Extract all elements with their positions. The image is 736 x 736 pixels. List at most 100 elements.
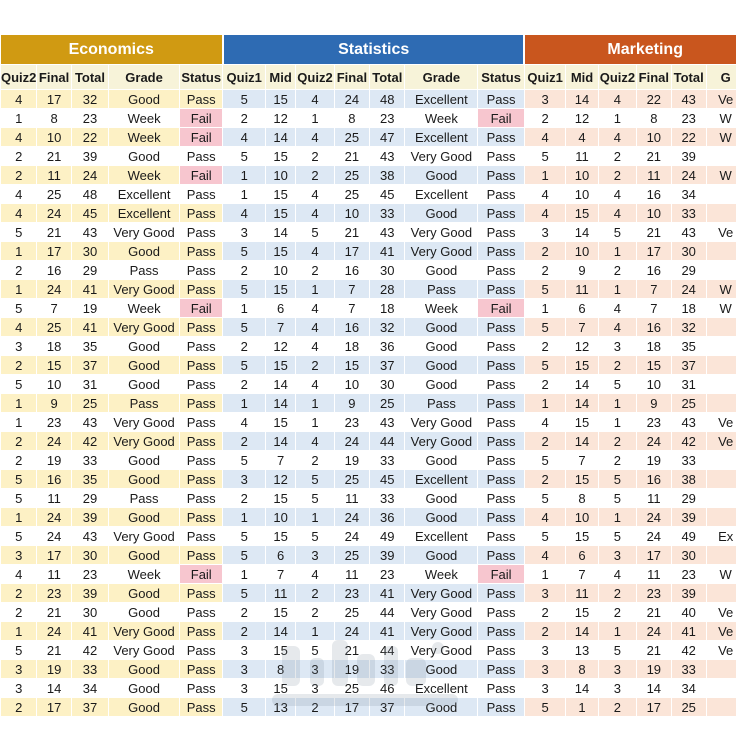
mkt-cell[interactable]: 2 bbox=[597, 355, 638, 375]
stat-cell[interactable]: 2 bbox=[222, 260, 266, 280]
econ-cell[interactable]: Pass bbox=[108, 260, 180, 280]
stat-cell[interactable]: 15 bbox=[264, 184, 297, 204]
stat-cell[interactable]: 24 bbox=[333, 621, 371, 641]
stat-cell[interactable]: 3 bbox=[222, 222, 266, 242]
stat-cell[interactable]: 5 bbox=[295, 640, 335, 660]
mkt-cell[interactable]: Ve bbox=[705, 431, 736, 451]
econ-cell[interactable]: 43 bbox=[70, 526, 110, 546]
mkt-cell[interactable]: 5 bbox=[523, 697, 567, 717]
stat-cell[interactable]: 10 bbox=[333, 374, 371, 394]
stat-col-header-quiz2[interactable]: Quiz2 bbox=[295, 64, 335, 90]
stat-cell[interactable]: 5 bbox=[222, 146, 266, 166]
econ-cell[interactable]: 24 bbox=[36, 279, 72, 299]
mkt-cell[interactable]: 3 bbox=[523, 678, 567, 698]
stat-cell[interactable]: Pass bbox=[477, 203, 525, 223]
stat-cell[interactable]: 14 bbox=[264, 127, 297, 147]
econ-cell[interactable]: 30 bbox=[70, 545, 110, 565]
stat-cell[interactable]: 6 bbox=[264, 545, 297, 565]
mkt-cell[interactable]: 40 bbox=[670, 602, 707, 622]
econ-cell[interactable]: Pass bbox=[178, 678, 224, 698]
econ-cell[interactable]: 37 bbox=[70, 355, 110, 375]
mkt-cell[interactable]: 5 bbox=[597, 488, 638, 508]
econ-cell[interactable]: 21 bbox=[36, 146, 72, 166]
econ-cell[interactable]: 10 bbox=[36, 127, 72, 147]
stat-cell[interactable]: 19 bbox=[333, 659, 371, 679]
stat-cell[interactable]: 2 bbox=[295, 146, 335, 166]
stat-cell[interactable]: Pass bbox=[477, 697, 525, 717]
mkt-cell[interactable]: 5 bbox=[523, 355, 567, 375]
mkt-cell[interactable]: 14 bbox=[565, 89, 599, 109]
mkt-cell[interactable]: 13 bbox=[565, 640, 599, 660]
stat-cell[interactable]: Good bbox=[404, 545, 479, 565]
stat-cell[interactable]: Pass bbox=[477, 317, 525, 337]
econ-cell[interactable]: 34 bbox=[70, 678, 110, 698]
mkt-cell[interactable]: 49 bbox=[670, 526, 707, 546]
mkt-cell[interactable]: 5 bbox=[523, 450, 567, 470]
econ-cell[interactable]: 4 bbox=[0, 127, 38, 147]
stat-cell[interactable]: 14 bbox=[264, 374, 297, 394]
econ-cell[interactable]: 1 bbox=[0, 412, 38, 432]
stat-cell[interactable]: Fail bbox=[477, 298, 525, 318]
econ-cell[interactable]: Pass bbox=[178, 583, 224, 603]
econ-cell[interactable]: 1 bbox=[0, 241, 38, 261]
stat-col-header-status[interactable]: Status bbox=[477, 64, 525, 90]
stat-cell[interactable]: 24 bbox=[333, 89, 371, 109]
stat-cell[interactable]: 5 bbox=[222, 583, 266, 603]
stat-cell[interactable]: 4 bbox=[295, 184, 335, 204]
econ-cell[interactable]: Pass bbox=[178, 526, 224, 546]
econ-cell[interactable]: Pass bbox=[178, 659, 224, 679]
stat-cell[interactable]: 3 bbox=[295, 678, 335, 698]
mkt-cell[interactable]: 42 bbox=[670, 431, 707, 451]
stat-cell[interactable]: Excellent bbox=[404, 127, 479, 147]
stat-cell[interactable]: 12 bbox=[264, 469, 297, 489]
stat-cell[interactable]: 25 bbox=[333, 545, 371, 565]
econ-cell[interactable]: 35 bbox=[70, 469, 110, 489]
econ-cell[interactable]: 2 bbox=[0, 583, 38, 603]
econ-cell[interactable]: Good bbox=[108, 241, 180, 261]
stat-cell[interactable]: Pass bbox=[477, 89, 525, 109]
stat-cell[interactable]: 15 bbox=[264, 203, 297, 223]
mkt-cell[interactable] bbox=[705, 507, 736, 527]
econ-cell[interactable]: Pass bbox=[178, 602, 224, 622]
econ-cell[interactable]: 41 bbox=[70, 621, 110, 641]
econ-cell[interactable]: Pass bbox=[178, 507, 224, 527]
mkt-cell[interactable]: 5 bbox=[523, 526, 567, 546]
econ-cell[interactable]: 8 bbox=[36, 108, 72, 128]
econ-cell[interactable]: 1 bbox=[0, 621, 38, 641]
econ-cell[interactable]: 5 bbox=[0, 526, 38, 546]
stat-cell[interactable]: 1 bbox=[295, 412, 335, 432]
mkt-cell[interactable]: Ve bbox=[705, 602, 736, 622]
econ-cell[interactable]: 33 bbox=[70, 450, 110, 470]
stat-cell[interactable]: 44 bbox=[369, 431, 406, 451]
mkt-cell[interactable]: 11 bbox=[636, 488, 672, 508]
stat-col-header-grade[interactable]: Grade bbox=[404, 64, 479, 90]
mkt-cell[interactable]: 14 bbox=[565, 222, 599, 242]
stat-cell[interactable]: 2 bbox=[295, 355, 335, 375]
econ-cell[interactable]: Pass bbox=[178, 336, 224, 356]
stat-cell[interactable]: Excellent bbox=[404, 89, 479, 109]
stat-cell[interactable]: 15 bbox=[264, 89, 297, 109]
econ-cell[interactable]: 17 bbox=[36, 545, 72, 565]
stat-cell[interactable]: 33 bbox=[369, 488, 406, 508]
stat-cell[interactable]: 4 bbox=[295, 241, 335, 261]
mkt-cell[interactable]: 5 bbox=[597, 374, 638, 394]
stat-cell[interactable]: 2 bbox=[295, 583, 335, 603]
mkt-cell[interactable]: 34 bbox=[670, 678, 707, 698]
econ-cell[interactable]: Pass bbox=[178, 412, 224, 432]
stat-cell[interactable]: Excellent bbox=[404, 184, 479, 204]
mkt-cell[interactable]: 14 bbox=[565, 431, 599, 451]
mkt-cell[interactable] bbox=[705, 317, 736, 337]
stat-cell[interactable]: Good bbox=[404, 165, 479, 185]
econ-cell[interactable]: 14 bbox=[36, 678, 72, 698]
stat-cell[interactable]: Fail bbox=[477, 564, 525, 584]
mkt-cell[interactable]: 4 bbox=[523, 203, 567, 223]
econ-cell[interactable]: 15 bbox=[36, 355, 72, 375]
econ-col-header-final[interactable]: Final bbox=[36, 64, 72, 90]
stat-cell[interactable]: 23 bbox=[333, 412, 371, 432]
econ-cell[interactable]: Pass bbox=[178, 203, 224, 223]
econ-cell[interactable]: Good bbox=[108, 355, 180, 375]
stat-cell[interactable]: Pass bbox=[477, 488, 525, 508]
stat-cell[interactable]: 4 bbox=[295, 317, 335, 337]
econ-cell[interactable]: 11 bbox=[36, 165, 72, 185]
mkt-cell[interactable]: 5 bbox=[523, 279, 567, 299]
